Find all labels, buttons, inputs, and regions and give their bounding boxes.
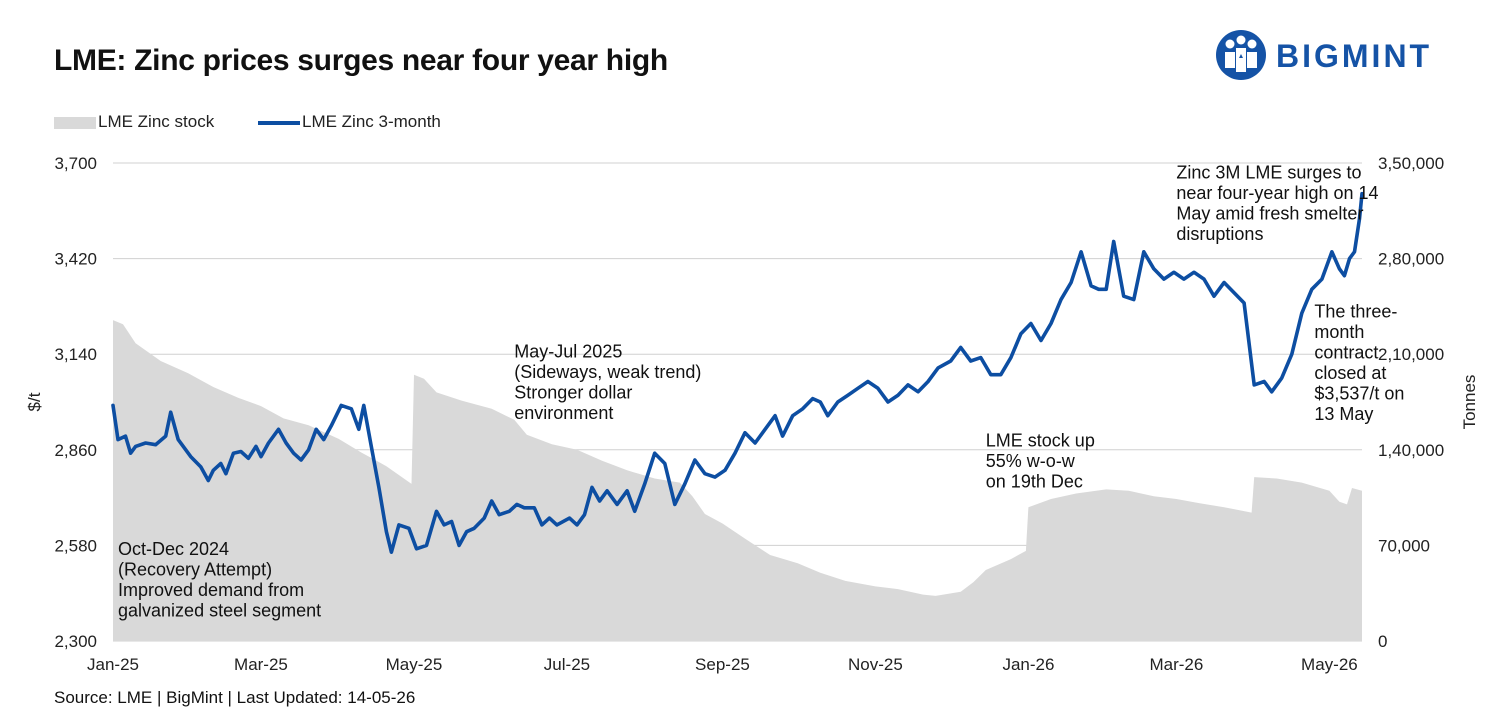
y-axis-right: 0 70,000 1,40,000 2,10,000 2,80,000 3,50,000 bbox=[1378, 154, 1444, 651]
annotation-line: 13 May bbox=[1314, 404, 1373, 424]
x-tick-label: Nov-25 bbox=[848, 655, 903, 674]
x-tick-label: Mar-25 bbox=[234, 655, 288, 674]
annotation-line: May-Jul 2025 bbox=[514, 342, 622, 362]
price-line bbox=[111, 191, 1364, 554]
y-left-tick-label: 2,860 bbox=[54, 441, 97, 460]
legend-swatch-line bbox=[258, 121, 300, 125]
y-left-tick-label: 3,700 bbox=[54, 154, 97, 173]
annotation-line: The three- bbox=[1314, 301, 1397, 321]
stock-area-series bbox=[113, 320, 1362, 641]
annotation-line: $3,537/t on bbox=[1314, 383, 1404, 403]
annotation-line: 55% w-o-w bbox=[986, 451, 1076, 471]
annotation-line: Oct-Dec 2024 bbox=[118, 539, 229, 559]
annotation-line: on 19th Dec bbox=[986, 471, 1083, 491]
legend-label-price: LME Zinc 3-month bbox=[302, 112, 441, 131]
annotation-line: Stronger dollar bbox=[514, 383, 632, 403]
stock-area bbox=[113, 320, 1362, 641]
x-tick-label: Sep-25 bbox=[695, 655, 750, 674]
annotation: May-Jul 2025(Sideways, weak trend)Strong… bbox=[514, 342, 701, 424]
annotation-line: month bbox=[1314, 322, 1364, 342]
x-tick-label: May-25 bbox=[386, 655, 443, 674]
annotation-line: near four-year high on 14 bbox=[1176, 183, 1378, 203]
annotation-line: (Sideways, weak trend) bbox=[514, 362, 701, 382]
y-left-tick-label: 3,420 bbox=[54, 250, 97, 269]
annotation-line: (Recovery Attempt) bbox=[118, 559, 272, 579]
annotation-line: environment bbox=[514, 403, 613, 423]
y-right-tick-label: 2,80,000 bbox=[1378, 250, 1444, 269]
source-note: Source: LME | BigMint | Last Updated: 14… bbox=[54, 688, 416, 707]
annotation-line: galvanized steel segment bbox=[118, 600, 321, 620]
annotation-line: disruptions bbox=[1176, 224, 1263, 244]
y-right-tick-label: 70,000 bbox=[1378, 536, 1430, 555]
annotation-line: May amid fresh smelter bbox=[1176, 203, 1363, 223]
annotations: Oct-Dec 2024(Recovery Attempt)Improved d… bbox=[118, 162, 1404, 620]
x-tick-label: Jan-26 bbox=[1002, 655, 1054, 674]
people-circle-logo-icon bbox=[1216, 30, 1266, 80]
x-tick-label: May-26 bbox=[1301, 655, 1358, 674]
y-left-tick-label: 2,300 bbox=[54, 632, 97, 651]
y-left-tick-label: 2,580 bbox=[54, 536, 97, 555]
y-axis-left-label: $/t bbox=[25, 392, 44, 411]
legend-swatch-area bbox=[54, 117, 96, 129]
x-axis: Jan-25 Mar-25 May-25 Jul-25 Sep-25 Nov-25 Jan-… bbox=[87, 655, 1358, 674]
x-tick-label: Jan-25 bbox=[87, 655, 139, 674]
x-tick-label: Jul-25 bbox=[544, 655, 590, 674]
price-line-series bbox=[111, 191, 1364, 554]
y-right-tick-label: 1,40,000 bbox=[1378, 441, 1444, 460]
x-tick-label: Mar-26 bbox=[1149, 655, 1203, 674]
annotation-line: Improved demand from bbox=[118, 580, 304, 600]
y-right-tick-label: 3,50,000 bbox=[1378, 154, 1444, 173]
y-right-tick-label: 0 bbox=[1378, 632, 1387, 651]
brand-name: BIGMINT bbox=[1276, 38, 1433, 74]
y-axis-right-label: Tonnes bbox=[1460, 375, 1479, 430]
legend-label-stock: LME Zinc stock bbox=[98, 112, 215, 131]
y-axis-left: 2,300 2,580 2,860 3,140 3,420 3,700 bbox=[54, 154, 97, 651]
annotation-line: closed at bbox=[1314, 363, 1386, 383]
annotation-line: LME stock up bbox=[986, 430, 1095, 450]
y-right-tick-label: 2,10,000 bbox=[1378, 345, 1444, 364]
chart-title: LME: Zinc prices surges near four year h… bbox=[54, 44, 668, 77]
brand-logo: BIGMINT bbox=[1214, 28, 1474, 82]
annotation: Oct-Dec 2024(Recovery Attempt)Improved d… bbox=[118, 539, 321, 621]
annotation-line: contract bbox=[1314, 342, 1378, 362]
annotation-line: Zinc 3M LME surges to bbox=[1176, 162, 1361, 182]
y-left-tick-label: 3,140 bbox=[54, 345, 97, 364]
